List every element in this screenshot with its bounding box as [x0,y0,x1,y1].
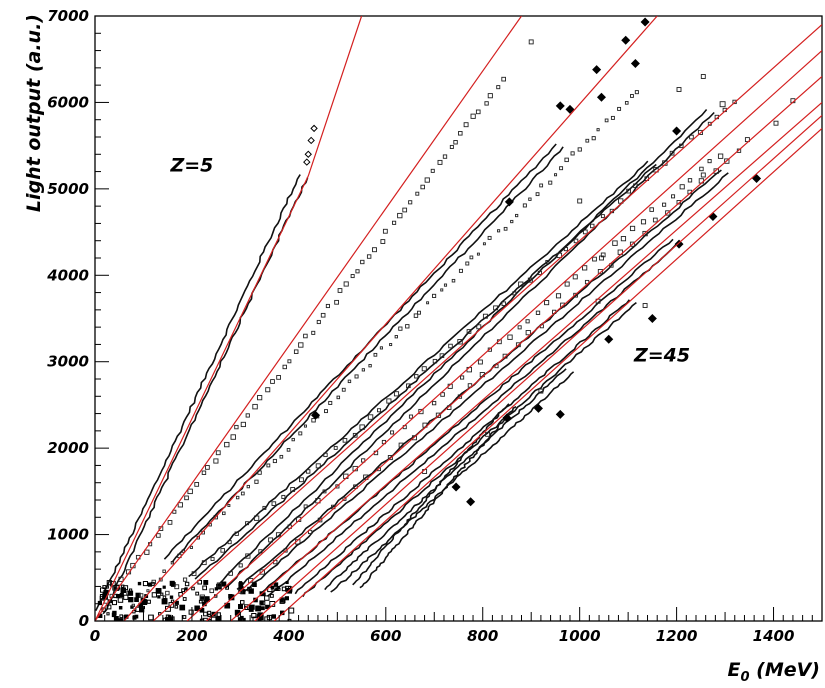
noise-marker [249,608,253,612]
noise-marker [180,605,185,610]
noise-marker [128,591,132,595]
noise-marker [274,583,278,587]
noise-marker [129,598,133,602]
noise-marker [119,607,122,610]
noise-marker [272,615,275,618]
noise-marker [215,588,217,590]
noise-marker [256,606,261,611]
noise-marker [262,607,265,610]
y-tick-label: 4000 [46,266,89,284]
x-tick-label: 1000 [559,627,601,645]
y-tick-label: 0 [79,612,89,630]
x-axis-title-subscript: 0 [740,670,749,685]
noise-marker [115,617,119,621]
noise-marker [175,601,178,604]
noise-marker [138,582,140,584]
x-tick-label: 800 [467,627,498,645]
noise-marker [116,595,119,598]
noise-marker [170,581,174,585]
noise-marker [148,583,151,586]
y-tick-label: 2000 [47,439,89,457]
x-axis-title-main: E [727,659,740,681]
noise-marker [185,588,187,590]
x-tick-label: 600 [370,627,401,645]
y-tick-label: 3000 [47,353,89,371]
noise-marker [249,589,253,593]
noise-marker [241,616,243,618]
noise-marker [286,582,288,584]
x-axis-title: E0 (MeV) [727,659,820,685]
annotation-1: Z=5 [169,155,213,177]
noise-marker [158,596,160,598]
x-tick-label: 400 [272,627,304,645]
noise-marker [285,597,288,600]
noise-marker [120,594,123,597]
y-axis-title: Light output (a.u.) [23,14,45,212]
y-tick-label: 1000 [47,526,89,544]
x-tick-label: 0 [90,627,100,645]
noise-marker [135,598,139,602]
noise-marker [266,605,269,608]
noise-marker [170,596,172,598]
annotation-2: Z=45 [633,345,690,367]
y-tick-label: 6000 [47,93,89,111]
noise-marker [204,581,208,585]
x-tick-label: 1200 [656,627,698,645]
noise-marker [239,605,243,609]
y-tick-label: 7000 [47,7,89,25]
noise-marker [140,608,144,612]
noise-marker [253,583,257,587]
x-axis-title-unit: (MeV) [750,659,820,681]
noise-marker [163,586,165,588]
noise-marker [240,582,242,584]
noise-marker [260,601,263,604]
y-tick-label: 5000 [47,180,89,198]
noise-marker [222,582,226,586]
noise-marker [113,611,116,614]
x-tick-label: 1400 [753,627,795,645]
noise-marker [121,588,126,593]
x-tick-label: 200 [176,627,207,645]
noise-marker [216,617,221,622]
